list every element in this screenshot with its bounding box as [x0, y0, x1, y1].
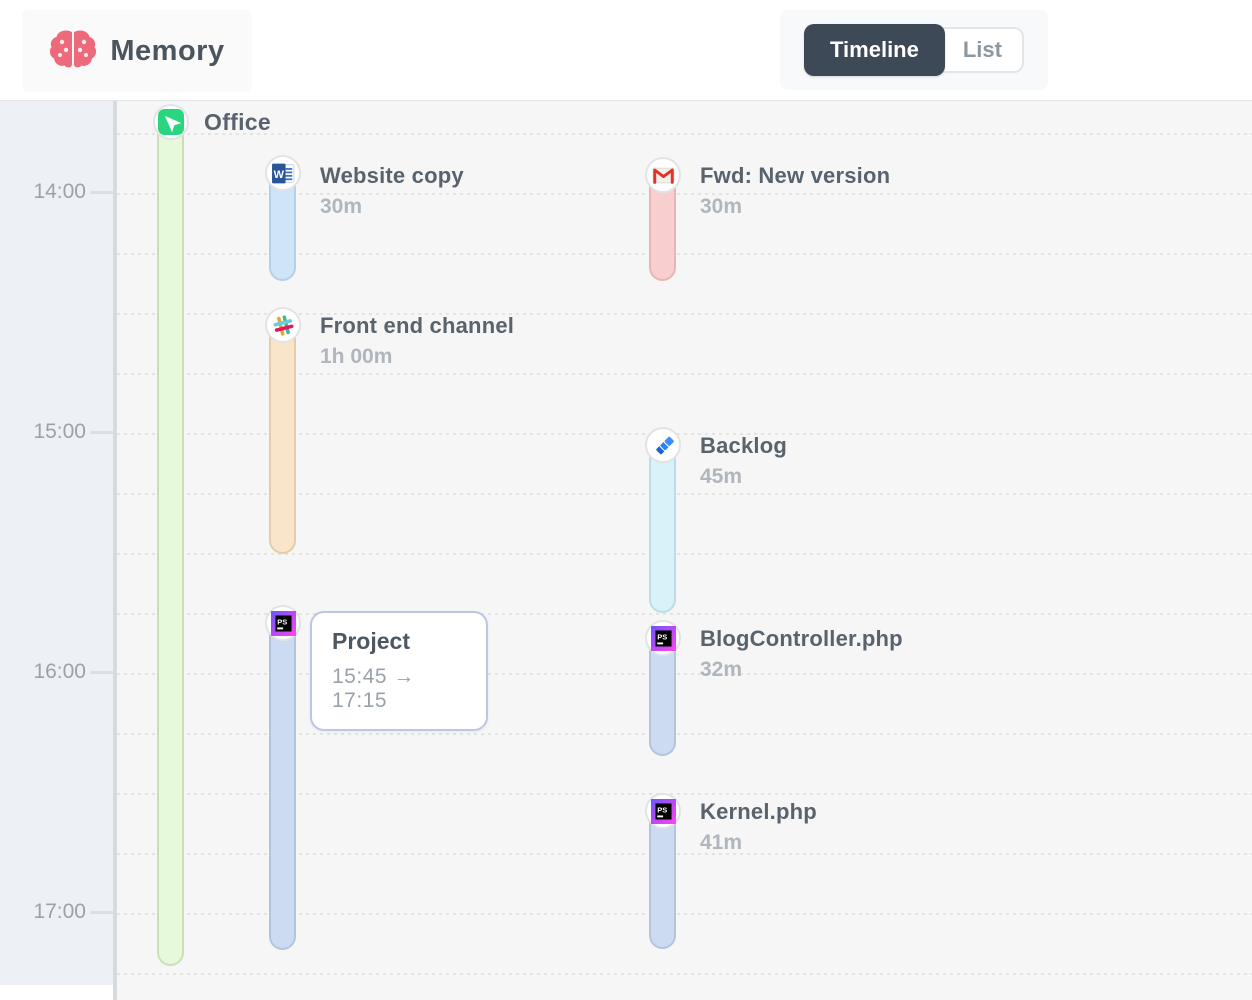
entry-duration: 30m [700, 195, 743, 218]
view-toggle: Timeline List [780, 10, 1048, 90]
time-label: 16:00 [33, 660, 86, 683]
entry-duration: 45m [700, 465, 743, 488]
hour-tick [90, 431, 114, 434]
brain-icon [49, 28, 97, 75]
jira-icon[interactable] [645, 427, 681, 463]
gridline [117, 313, 1252, 315]
gridline [117, 373, 1252, 375]
phpstorm-icon[interactable]: PS [645, 620, 681, 656]
gridline [117, 553, 1252, 555]
entry-title: Kernel.php [700, 799, 817, 824]
slack-icon[interactable] [265, 307, 301, 343]
gridline [117, 133, 1252, 135]
entry-title: Website copy [320, 163, 464, 188]
entry-duration: 32m [700, 658, 743, 681]
time-label: 14:00 [33, 180, 86, 203]
entry-texts: Website copy 30m [320, 163, 464, 220]
entry-texts: Backlog 45m [700, 433, 787, 490]
svg-text:PS: PS [657, 805, 667, 814]
gridline [117, 493, 1252, 495]
entry-title: Backlog [700, 433, 787, 458]
gridline [117, 613, 1252, 615]
list-view-button[interactable]: List [938, 27, 1024, 73]
gridline [117, 253, 1252, 255]
entry-texts: BlogController.php 32m [700, 626, 903, 683]
entry-title: BlogController.php [700, 626, 903, 651]
timeline-view-button[interactable]: Timeline [804, 24, 945, 76]
entry-duration: 41m [700, 831, 743, 854]
hour-tick [90, 671, 114, 674]
gridline [117, 673, 1252, 675]
group-title: Office [204, 109, 271, 135]
svg-text:PS: PS [657, 632, 667, 641]
entry-texts: Fwd: New version 30m [700, 163, 890, 220]
office-tracker-icon[interactable] [153, 104, 189, 140]
axis-divider [113, 101, 117, 1000]
entry-texts: Front end channel 1h 00m [320, 313, 514, 370]
phpstorm-icon[interactable]: PS [645, 793, 681, 829]
time-label: 15:00 [33, 420, 86, 443]
gridline [117, 973, 1252, 975]
entry-title: Fwd: New version [700, 163, 891, 188]
entry-duration: 30m [320, 195, 363, 218]
tooltip-time-range: 15:45 → 17:15 [332, 665, 415, 712]
entry-texts: Kernel.php 41m [700, 799, 817, 856]
phpstorm-icon[interactable]: PS [265, 605, 301, 641]
gridline [117, 913, 1252, 915]
gridline [117, 433, 1252, 435]
activity-bar-front-end-channel[interactable] [269, 311, 296, 554]
activity-bar-office[interactable] [157, 108, 184, 966]
hour-tick [90, 911, 114, 914]
hour-tick [90, 191, 114, 194]
gridline [117, 193, 1252, 195]
entry-duration: 1h 00m [320, 345, 393, 368]
svg-text:W: W [273, 169, 284, 181]
entry-title: Front end channel [320, 313, 515, 338]
gridline [117, 793, 1252, 795]
gridline [117, 853, 1252, 855]
gmail-icon[interactable] [645, 157, 681, 193]
tooltip-title: Project [332, 628, 410, 654]
time-label: 17:00 [33, 900, 86, 923]
gridline [117, 733, 1252, 735]
app-name: Memory [110, 34, 225, 67]
project-tooltip[interactable]: Project 15:45 → 17:15 [310, 611, 488, 731]
app-header: Memory Timeline List [0, 0, 1252, 101]
app-logo[interactable]: Memory [22, 10, 252, 92]
svg-text:PS: PS [277, 617, 287, 626]
activity-bar-project[interactable] [269, 609, 296, 950]
ms-word-icon[interactable]: W [265, 155, 301, 191]
time-axis-sidebar [0, 101, 113, 985]
timeline-canvas [117, 101, 1252, 1000]
